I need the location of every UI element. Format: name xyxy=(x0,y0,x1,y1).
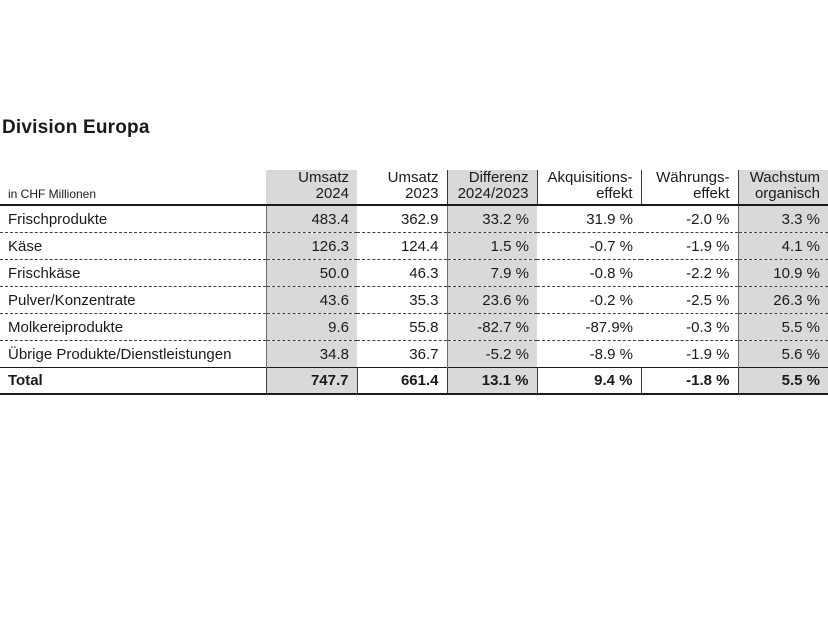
row-label: Pulver/Konzentrate xyxy=(0,286,266,314)
page-title: Division Europa xyxy=(2,117,150,138)
value-cell: -0.7 % xyxy=(537,232,641,260)
column-header-line: 2024/2023 xyxy=(457,185,529,202)
table-row-frischprodukte: Frischprodukte 483.4 362.9 33.2 % 31.9 %… xyxy=(0,205,828,233)
column-header-wachstum-organisch: Wachstum organisch xyxy=(737,170,828,206)
value-cell: 34.8 xyxy=(265,340,357,368)
value-cell: -5.2 % xyxy=(446,340,537,368)
column-header-line: Umsatz xyxy=(298,170,349,186)
value-cell: 46.3 xyxy=(357,259,447,287)
value-cell: 55.8 xyxy=(357,313,447,341)
division-europa-table: in CHF Millionen Umsatz 2024 Umsatz 2023… xyxy=(0,170,828,395)
value-cell: -0.2 % xyxy=(537,286,641,314)
value-cell: 43.6 xyxy=(265,286,357,314)
value-cell: 5.6 % xyxy=(737,340,828,368)
row-label: Frischkäse xyxy=(0,259,266,287)
value-cell: 362.9 xyxy=(357,205,447,233)
value-cell: 3.3 % xyxy=(737,205,828,233)
column-header-umsatz-2024: Umsatz 2024 xyxy=(266,170,357,206)
value-cell: -1.9 % xyxy=(641,340,738,368)
value-cell: 9.6 xyxy=(265,313,357,341)
value-cell: 13.1 % xyxy=(446,367,537,395)
value-cell: -1.8 % xyxy=(640,367,738,395)
value-cell: 483.4 xyxy=(265,205,357,233)
value-cell: 747.7 xyxy=(265,367,357,395)
table-row-pulver-konzentrate: Pulver/Konzentrate 43.6 35.3 23.6 % -0.2… xyxy=(0,286,828,314)
row-label: Molkereiprodukte xyxy=(0,313,266,341)
column-header-line: Wachstum xyxy=(749,170,820,186)
value-cell: 26.3 % xyxy=(737,286,828,314)
value-cell: 5.5 % xyxy=(737,313,828,341)
column-header-line: effekt xyxy=(596,185,633,202)
value-cell: -8.9 % xyxy=(537,340,641,368)
column-header-line: 2023 xyxy=(405,185,439,202)
value-cell: -0.3 % xyxy=(641,313,738,341)
value-cell: -82.7 % xyxy=(446,313,537,341)
value-cell: 33.2 % xyxy=(446,205,537,233)
column-header-differenz: Differenz 2024/2023 xyxy=(446,170,537,206)
value-cell: 4.1 % xyxy=(737,232,828,260)
row-label: Frischprodukte xyxy=(0,205,266,233)
column-header-line: effekt xyxy=(693,185,730,202)
value-cell: -1.9 % xyxy=(641,232,738,260)
value-cell: 10.9 % xyxy=(737,259,828,287)
table-row-kaese: Käse 126.3 124.4 1.5 % -0.7 % -1.9 % 4.1… xyxy=(0,232,828,260)
value-cell: 126.3 xyxy=(265,232,357,260)
value-cell: 9.4 % xyxy=(536,367,641,395)
table-row-total: Total 747.7 661.4 13.1 % 9.4 % -1.8 % 5.… xyxy=(0,367,828,395)
value-cell: -2.5 % xyxy=(641,286,738,314)
column-header-waehrungseffekt: Währungs- effekt xyxy=(640,170,738,206)
column-header-line: 2024 xyxy=(315,185,349,202)
table-row-frischkaese: Frischkäse 50.0 46.3 7.9 % -0.8 % -2.2 %… xyxy=(0,259,828,287)
header-row: in CHF Millionen Umsatz 2024 Umsatz 2023… xyxy=(0,170,828,206)
value-cell: -0.8 % xyxy=(537,259,641,287)
value-cell: -87.9% xyxy=(537,313,641,341)
row-label: Total xyxy=(0,367,266,395)
column-header-line: Akquisitions- xyxy=(547,170,633,186)
column-header-line: Währungs- xyxy=(656,170,730,186)
value-cell: 23.6 % xyxy=(446,286,537,314)
value-cell: -2.0 % xyxy=(641,205,738,233)
value-cell: 1.5 % xyxy=(446,232,537,260)
column-header-umsatz-2023: Umsatz 2023 xyxy=(357,170,447,206)
column-header-line: Differenz xyxy=(468,170,529,186)
unit-label: in CHF Millionen xyxy=(0,170,266,206)
table-row-molkereiprodukte: Molkereiprodukte 9.6 55.8 -82.7 % -87.9%… xyxy=(0,313,828,341)
column-header-akquisitionseffekt: Akquisitions- effekt xyxy=(536,170,641,206)
value-cell: -2.2 % xyxy=(641,259,738,287)
value-cell: 5.5 % xyxy=(737,367,828,395)
value-cell: 661.4 xyxy=(356,367,447,395)
value-cell: 124.4 xyxy=(357,232,447,260)
value-cell: 36.7 xyxy=(357,340,447,368)
column-header-line: organisch xyxy=(754,185,820,202)
value-cell: 31.9 % xyxy=(537,205,641,233)
column-header-line: Umsatz xyxy=(387,170,439,186)
value-cell: 50.0 xyxy=(265,259,357,287)
value-cell: 35.3 xyxy=(357,286,447,314)
table-row-uebrige-produkte: Übrige Produkte/Dienstleistungen 34.8 36… xyxy=(0,340,828,368)
row-label: Übrige Produkte/Dienstleistungen xyxy=(0,340,266,368)
value-cell: 7.9 % xyxy=(446,259,537,287)
row-label: Käse xyxy=(0,232,266,260)
